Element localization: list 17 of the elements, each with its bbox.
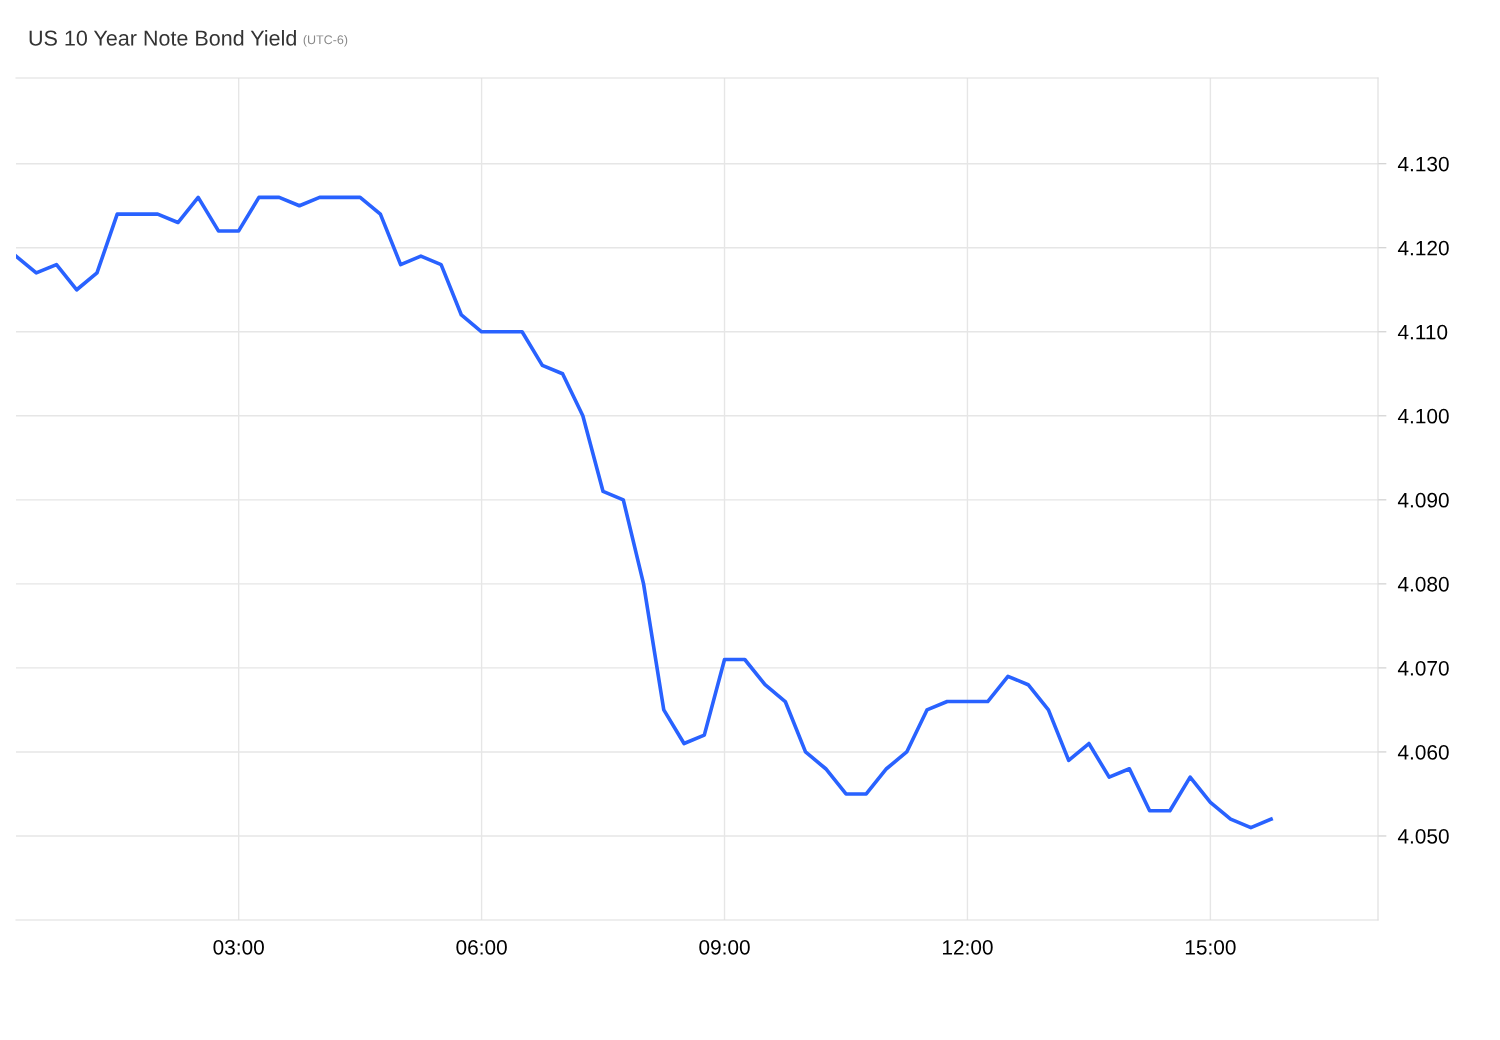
line-series [16, 195, 1273, 830]
y-tick-label: 4.130 [1397, 156, 1449, 172]
chart-title: US 10 Year Note Bond Yield [29, 29, 296, 46]
y-tick-label: 4.080 [1397, 576, 1449, 592]
x-tick-label: 03:00 [213, 939, 264, 955]
x-tick-label: 06:00 [456, 939, 507, 955]
y-tick-label: 4.120 [1397, 240, 1449, 256]
y-tick-label: 4.060 [1397, 744, 1449, 760]
x-tick-label: 12:00 [942, 939, 993, 955]
y-tick-label: 4.090 [1397, 492, 1449, 508]
y-tick-label: 4.070 [1397, 660, 1449, 676]
x-tick-label: 15:00 [1185, 939, 1236, 955]
y-tick-label: 4.100 [1397, 408, 1449, 424]
y-tick-label: 4.050 [1397, 828, 1449, 844]
chart-subtitle: (UTC-6) [303, 34, 348, 47]
x-tick-label: 09:00 [699, 939, 750, 955]
y-tick-label: 4.110 [1397, 324, 1448, 340]
